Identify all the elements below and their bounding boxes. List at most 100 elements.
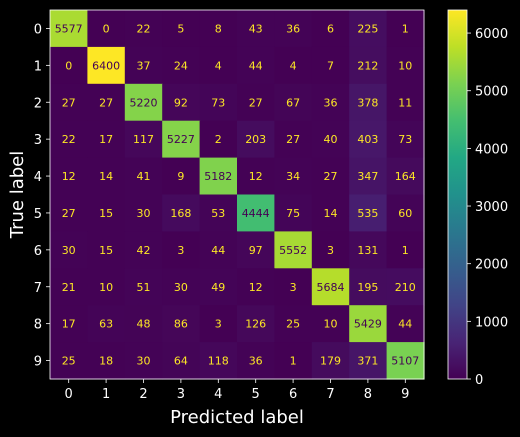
cell-value-label: 73 [398, 133, 412, 146]
heatmap-cell [237, 342, 275, 380]
y-tick-label: 4 [34, 170, 42, 185]
cell-value-label: 49 [211, 281, 225, 294]
cell-value-label: 3 [327, 244, 334, 257]
heatmap-cell [274, 157, 313, 196]
cell-value-label: 75 [286, 207, 300, 220]
cell-value-label: 5577 [55, 22, 83, 35]
heatmap-cell [50, 305, 88, 343]
cell-value-label: 7 [327, 59, 334, 72]
heatmap-cell [237, 10, 275, 48]
heatmap-cell [162, 83, 201, 122]
heatmap-cell [311, 305, 350, 343]
cell-value-label: 73 [211, 96, 225, 109]
cell-value-label: 1 [402, 22, 409, 35]
cell-value-label: 27 [286, 133, 300, 146]
cell-value-label: 179 [320, 355, 341, 368]
x-tick-label: 0 [65, 387, 73, 402]
heatmap-cell [274, 194, 313, 232]
heatmap-cell [311, 268, 350, 306]
cell-value-label: 225 [357, 22, 378, 35]
cell-value-label: 10 [324, 318, 338, 331]
cell-value-label: 67 [286, 96, 300, 109]
cell-value-label: 12 [249, 281, 263, 294]
heatmap-cell [349, 120, 388, 159]
heatmap-cell [311, 120, 350, 159]
cell-value-label: 30 [137, 355, 151, 368]
heatmap-cell [349, 194, 388, 232]
y-tick-label: 2 [34, 96, 42, 111]
heatmap-cell [124, 46, 163, 85]
heatmap-cell [386, 268, 425, 306]
y-axis-label: True label [7, 151, 28, 240]
x-tick-label: 9 [401, 387, 409, 402]
colorbar-tick-label: 6000 [475, 27, 508, 42]
cell-value-label: 164 [395, 170, 416, 183]
x-tick-label: 4 [214, 387, 222, 402]
cell-value-label: 347 [357, 170, 378, 183]
y-tick-label: 8 [34, 318, 42, 333]
cell-value-label: 212 [357, 59, 378, 72]
cell-value-label: 5 [177, 22, 184, 35]
heatmap-cell [199, 231, 238, 269]
cell-value-label: 30 [137, 207, 151, 220]
heatmap-cell [386, 83, 425, 122]
cell-value-label: 117 [133, 133, 154, 146]
heatmap-cell [274, 268, 313, 306]
heatmap-cell [162, 46, 201, 85]
heatmap-cell [199, 120, 238, 159]
heatmap-cell [274, 342, 313, 380]
x-tick-label: 7 [326, 387, 334, 402]
heatmap-cell [50, 342, 88, 380]
heatmap-cell [237, 120, 275, 159]
cell-value-label: 17 [99, 133, 113, 146]
cell-value-label: 44 [249, 59, 263, 72]
cell-value-label: 97 [249, 244, 263, 257]
heatmap-cell [349, 46, 388, 85]
heatmap-cell [311, 46, 350, 85]
heatmap-cell [274, 46, 313, 85]
heatmap-cell [274, 10, 313, 48]
heatmap-cell [386, 46, 425, 85]
heatmap-cell [162, 305, 201, 343]
heatmap-cell [311, 231, 350, 269]
heatmap-cell [87, 120, 126, 159]
cell-value-label: 5107 [391, 355, 419, 368]
x-tick-label: 5 [252, 387, 260, 402]
heatmap-cell [311, 342, 350, 380]
heatmap-cell [50, 120, 88, 159]
heatmap-cell [199, 46, 238, 85]
cell-value-label: 36 [249, 355, 263, 368]
cell-value-label: 10 [99, 281, 113, 294]
cell-value-label: 10 [398, 59, 412, 72]
colorbar-gradient [448, 10, 467, 379]
y-tick-label: 5 [34, 207, 42, 222]
cell-value-label: 21 [62, 281, 76, 294]
cell-value-label: 11 [398, 96, 412, 109]
heatmap-cell [237, 194, 275, 232]
plot-frame [49, 9, 425, 380]
colorbar-frame [447, 9, 468, 380]
cell-value-label: 60 [398, 207, 412, 220]
heatmap-cell [50, 231, 88, 269]
heatmap-cell [87, 10, 126, 48]
cell-value-label: 17 [62, 318, 76, 331]
heatmap-cell [162, 268, 201, 306]
cell-value-label: 34 [286, 170, 300, 183]
cell-value-label: 41 [137, 170, 151, 183]
heatmap-cell [349, 10, 388, 48]
heatmap-cell [162, 342, 201, 380]
heatmap-cell [124, 342, 163, 380]
heatmap-cell [311, 194, 350, 232]
cell-value-label: 8 [215, 22, 222, 35]
y-tick-label: 3 [34, 133, 42, 148]
cell-value-label: 5220 [130, 96, 158, 109]
heatmap-cell [386, 305, 425, 343]
heatmap-cell [349, 157, 388, 196]
cell-value-label: 27 [99, 96, 113, 109]
cell-value-label: 15 [99, 207, 113, 220]
cell-value-label: 86 [174, 318, 188, 331]
heatmap-cell [50, 46, 88, 85]
cell-value-label: 43 [249, 22, 263, 35]
cell-value-label: 0 [65, 59, 72, 72]
heatmap-cell [87, 305, 126, 343]
